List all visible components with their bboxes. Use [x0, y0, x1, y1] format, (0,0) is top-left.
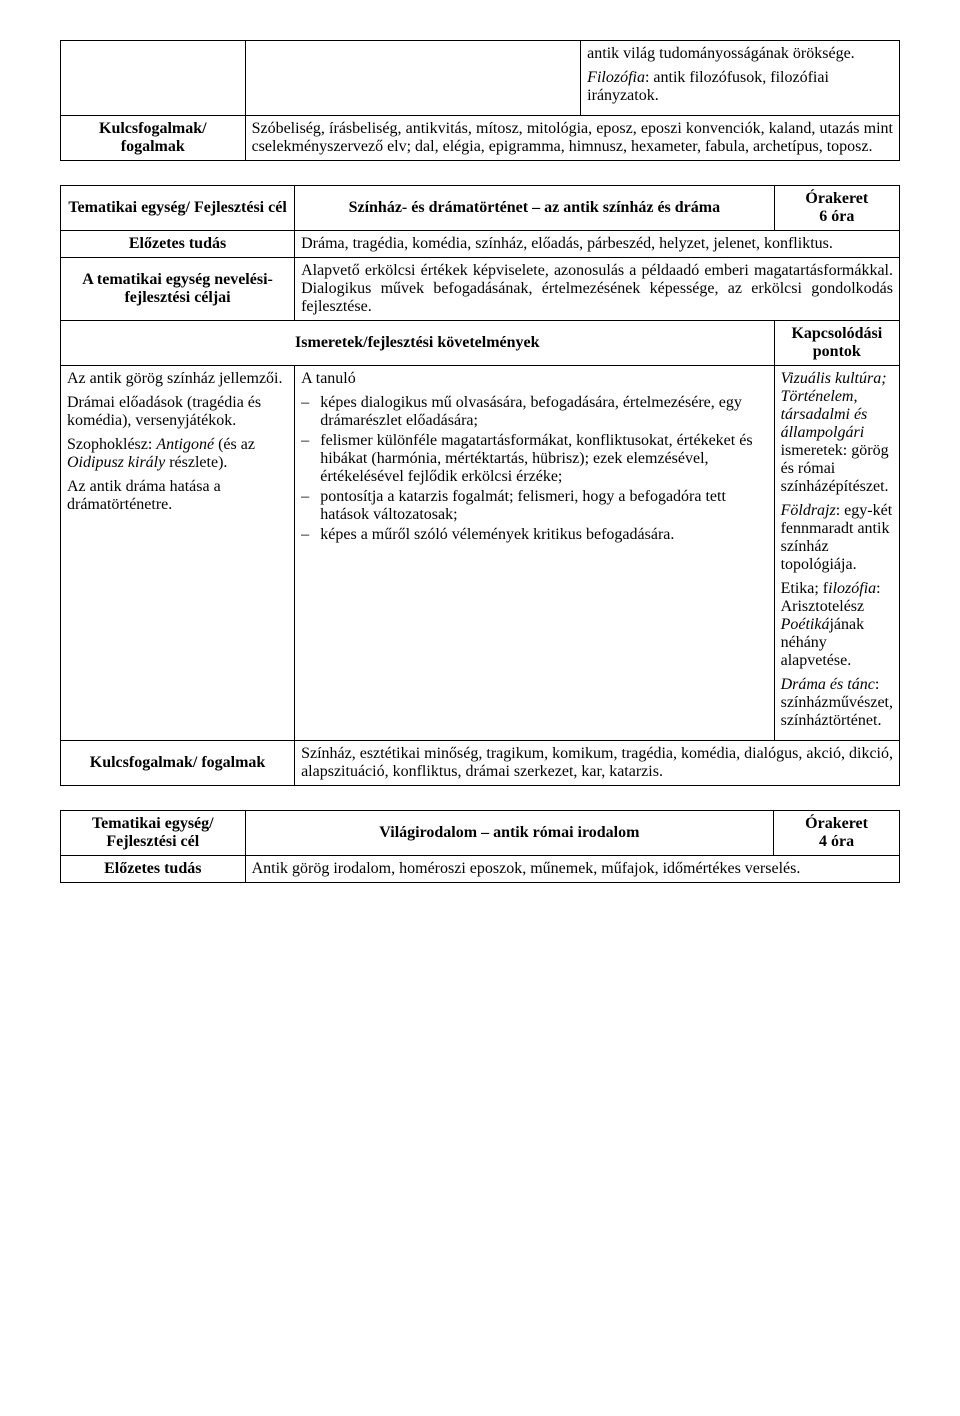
hours3-cell: Órakeret 4 óra [774, 811, 900, 856]
prior-value-cell: Dráma, tragédia, komédia, színház, előad… [295, 231, 900, 258]
hours3-label: Órakeret [805, 815, 868, 832]
content-left-cell: Az antik görög színház jellemzői. Drámai… [61, 366, 295, 741]
left-p4: Az antik dráma hatása a drámatörténetre. [67, 478, 288, 514]
unit3-label: Tematikai egység/ Fejlesztési cél [92, 815, 214, 850]
unit-label-cell: Tematikai egység/ Fejlesztési cél [61, 186, 295, 231]
goals-value-cell: Alapvető erkölcsi értékek képviselete, a… [295, 258, 900, 321]
left-p3e: részlete). [165, 454, 227, 471]
right-p2: Földrajz: egy-két fennmaradt antik szính… [781, 502, 893, 574]
right-p3d: Poétiká [781, 616, 830, 633]
mid-list: képes dialogikus mű olvasására, befogadá… [301, 394, 768, 544]
prior-label-cell: Előzetes tudás [61, 231, 295, 258]
unit3-label-cell: Tematikai egység/ Fejlesztési cél [61, 811, 246, 856]
unit-value: Színház- és drámatörténet – az antik szí… [349, 199, 721, 216]
keyconcepts2-label-cell: Kulcsfogalmak/ fogalmak [61, 741, 295, 786]
empty-cell [245, 41, 581, 116]
right-p3b: ilozófia [828, 580, 876, 597]
left-p3a: Szophoklész: [67, 436, 156, 453]
table-heritage: antik világ tudományosságának öröksége. … [60, 40, 900, 161]
left-p3d: Oidipusz király [67, 454, 165, 471]
list-item: felismer különféle magatartásformákat, k… [301, 432, 768, 486]
keyconcepts-text: Szóbeliség, írásbeliség, antikvitás, mít… [252, 120, 893, 155]
content-mid-cell: A tanuló képes dialogikus mű olvasására,… [295, 366, 775, 741]
unit3-value: Világirodalom – antik római irodalom [379, 824, 639, 841]
empty-cell [61, 41, 246, 116]
left-p3: Szophoklész: Antigoné (és az Oidipusz ki… [67, 436, 288, 472]
table-roman: Tematikai egység/ Fejlesztési cél Világi… [60, 810, 900, 883]
left-p3b: Antigoné [156, 436, 214, 453]
right-p2a: Földrajz [781, 502, 836, 519]
prior-value: Dráma, tragédia, komédia, színház, előad… [301, 235, 833, 252]
heritage-text: antik világ tudományosságának öröksége. [587, 45, 893, 63]
philosophy-text: Filozófia: antik filozófusok, filozófiai… [587, 69, 893, 105]
heritage-cell: antik világ tudományosságának öröksége. … [581, 41, 900, 116]
right-p4: Dráma és tánc: színházművészet, színházt… [781, 676, 893, 730]
left-p3c: (és az [214, 436, 255, 453]
goals-label-cell: A tematikai egység nevelési-fejlesztési … [61, 258, 295, 321]
keyconcepts2-label: Kulcsfogalmak/ fogalmak [90, 754, 266, 771]
philosophy-label: Filozófia [587, 69, 645, 86]
prior3-label-cell: Előzetes tudás [61, 856, 246, 883]
unit-value-cell: Színház- és drámatörténet – az antik szí… [295, 186, 775, 231]
keyconcepts-text-cell: Szóbeliség, írásbeliség, antikvitás, mít… [245, 116, 899, 161]
left-p1: Az antik görög színház jellemzői. [67, 370, 288, 388]
keyconcepts-label: Kulcsfogalmak/ fogalmak [99, 120, 207, 155]
prior3-value: Antik görög irodalom, homéroszi eposzok,… [252, 860, 801, 877]
right-p3a: Etika; f [781, 580, 829, 597]
table-theatre: Tematikai egység/ Fejlesztési cél Színhá… [60, 185, 900, 786]
conn-label-cell: Kapcsolódási pontok [774, 321, 899, 366]
content-right-cell: Vizuális kultúra; Történelem, társadalmi… [774, 366, 899, 741]
keyconcepts-label-cell: Kulcsfogalmak/ fogalmak [61, 116, 246, 161]
hours3-value: 4 óra [819, 833, 854, 850]
req-label-cell: Ismeretek/fejlesztési követelmények [61, 321, 775, 366]
conn-label: Kapcsolódási pontok [791, 325, 882, 360]
list-item: képes a műről szóló vélemények kritikus … [301, 526, 768, 544]
right-p3: Etika; filozófia: Arisztotelész Poétikáj… [781, 580, 893, 670]
prior3-label: Előzetes tudás [104, 860, 201, 877]
mid-intro: A tanuló [301, 370, 768, 388]
prior-label: Előzetes tudás [129, 235, 226, 252]
hours-cell: Órakeret 6 óra [774, 186, 899, 231]
req-label: Ismeretek/fejlesztési követelmények [295, 334, 540, 351]
right-p1a: Vizuális kultúra; Történelem, társadalmi… [781, 370, 887, 441]
right-p4a: Dráma és tánc [781, 676, 875, 693]
hours-value: 6 óra [819, 208, 854, 225]
prior3-value-cell: Antik görög irodalom, homéroszi eposzok,… [245, 856, 899, 883]
right-p1: Vizuális kultúra; Történelem, társadalmi… [781, 370, 893, 496]
list-item: képes dialogikus mű olvasására, befogadá… [301, 394, 768, 430]
list-item: pontosítja a katarzis fogalmát; felismer… [301, 488, 768, 524]
unit3-value-cell: Világirodalom – antik római irodalom [245, 811, 774, 856]
unit-label: Tematikai egység/ Fejlesztési cél [68, 199, 286, 216]
hours-label: Órakeret [805, 190, 868, 207]
keyconcepts2-text: Színház, esztétikai minőség, tragikum, k… [301, 745, 893, 780]
left-p2: Drámai előadások (tragédia és komédia), … [67, 394, 288, 430]
goals-label: A tematikai egység nevelési-fejlesztési … [82, 271, 273, 306]
goals-value: Alapvető erkölcsi értékek képviselete, a… [301, 262, 893, 315]
keyconcepts2-text-cell: Színház, esztétikai minőség, tragikum, k… [295, 741, 900, 786]
right-p1b: ismeretek: görög és római színházépítész… [781, 442, 889, 495]
